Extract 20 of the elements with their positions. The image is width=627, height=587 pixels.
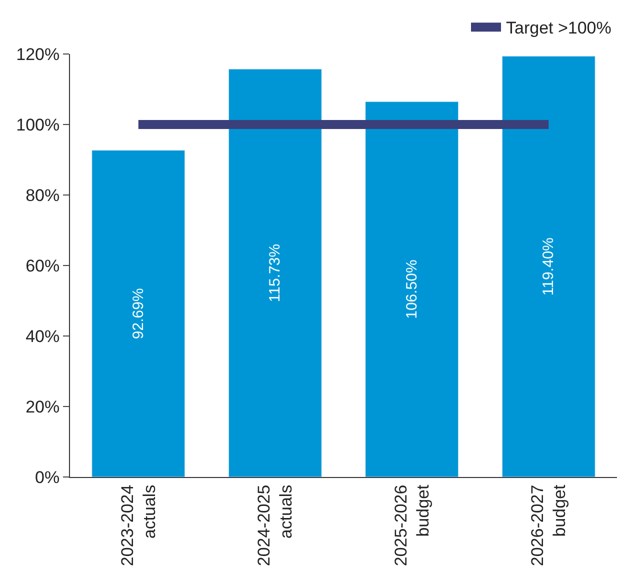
- data-label: 119.40%: [540, 238, 558, 296]
- bar: [228, 68, 322, 477]
- data-label: 115.73%: [266, 244, 284, 302]
- y-tick-label: 100%: [16, 115, 60, 134]
- y-tick-label: 80%: [26, 186, 60, 205]
- y-tick-label: 60%: [26, 256, 60, 276]
- x-tick-label: 2026-2027 budget: [528, 484, 570, 566]
- x-tick-label: 2023-2024 actuals: [118, 484, 159, 566]
- y-tick-label: 120%: [16, 44, 60, 64]
- bar: [365, 101, 459, 477]
- x-tick-label: 2025-2026 budget: [391, 484, 432, 566]
- y-tick-label: 0%: [35, 468, 60, 487]
- y-tick-label: 20%: [26, 397, 60, 416]
- legend-label: Target >100%: [506, 18, 612, 38]
- data-label: 92.69%: [130, 288, 147, 340]
- x-tick-label: 2024-2025 actuals: [254, 484, 296, 566]
- data-label: 106.50%: [403, 260, 420, 319]
- bar: [92, 150, 186, 477]
- y-tick-label: 40%: [26, 326, 60, 346]
- bar: [502, 56, 596, 477]
